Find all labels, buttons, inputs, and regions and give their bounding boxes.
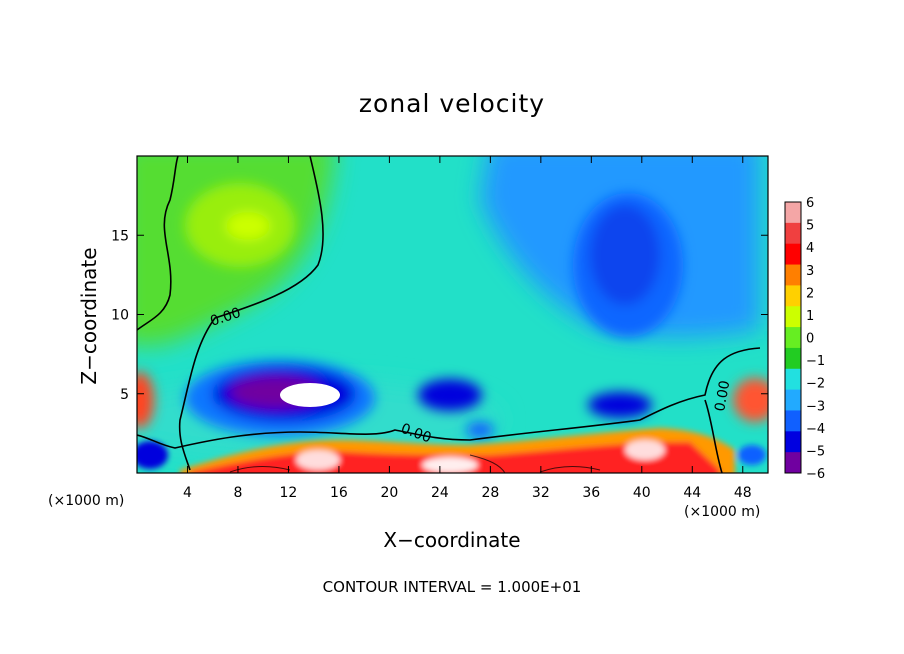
x-tick-label: 36 [582, 485, 600, 501]
x-tick-label: 24 [431, 485, 449, 501]
colorbar-level-label: 4 [806, 241, 814, 256]
x-unit-left: (×1000 m) [48, 493, 124, 509]
colorbar-swatch [785, 368, 801, 391]
colorbar-frame [784, 201, 802, 474]
x-tick-label: 48 [734, 485, 752, 501]
colorbar-swatch [785, 202, 801, 224]
colorbar-swatch [785, 222, 801, 245]
edge-positive-east [733, 378, 768, 422]
colorbar-level-label: 6 [806, 196, 814, 211]
zero-contour-green-core [178, 156, 324, 471]
colorbar-swatch [785, 431, 801, 453]
colorbar: 6 5 4 3 2 1 0 −1 −2 −3 −4 −5 −6 [784, 196, 825, 482]
y-ticks: 5 10 15 [111, 228, 768, 403]
colorbar-swatch [785, 285, 801, 307]
surface-white-patch-3 [625, 440, 665, 460]
colorbar-level-label: 1 [806, 309, 814, 324]
x-tick-label: 28 [481, 485, 499, 501]
contour-interval-note: CONTOUR INTERVAL = 1.000E+01 [323, 578, 582, 596]
jet-core-negative-lower-center-2 [466, 422, 494, 438]
colorbar-swatch [785, 243, 801, 266]
colorbar-swatch [785, 410, 801, 432]
x-tick-label: 32 [532, 485, 550, 501]
x-axis-label: X−coordinate [383, 528, 520, 552]
x-ticks: 4 8 12 16 20 24 28 32 36 40 44 48 [183, 156, 752, 501]
plot-area [137, 156, 768, 473]
y-tick-label: 10 [111, 308, 129, 324]
colorbar-level-label: −5 [806, 444, 825, 459]
x-tick-label: 12 [280, 485, 298, 501]
colorbar-level-label: −1 [806, 354, 825, 369]
zero-contour-east [704, 399, 723, 473]
colorbar-level-label: −2 [806, 377, 825, 392]
edge-positive-west [137, 372, 154, 428]
surface-white-patch-1 [296, 450, 340, 470]
y-tick-label: 15 [111, 228, 129, 244]
zero-contour-west [137, 156, 179, 331]
contour-surface-2 [469, 454, 506, 473]
colorbar-level-label: 5 [806, 219, 814, 234]
zero-contour-lower [137, 347, 761, 449]
jet-core-negative-lower-center [418, 379, 482, 411]
contour-surface-3 [539, 466, 601, 473]
colorbar-swatch [785, 327, 801, 349]
saturation-white-core [280, 383, 340, 407]
x-tick-label: 16 [330, 485, 348, 501]
colorbar-swatch [785, 452, 801, 474]
x-tick-label: 40 [633, 485, 651, 501]
x-unit-right: (×1000 m) [684, 504, 760, 520]
contour-surface-1 [229, 466, 291, 473]
surface-blue-east [738, 445, 766, 465]
colorbar-level-label: −4 [806, 422, 825, 437]
jet-core-positive-upper-inner [226, 212, 270, 240]
x-tick-label: 4 [183, 485, 192, 501]
colorbar-swatch [785, 347, 801, 370]
jet-core-negative-upper-inner [590, 205, 660, 305]
colorbar-level-label: −6 [806, 467, 825, 482]
colorbar-level-label: 0 [806, 332, 814, 347]
chart-title: zonal velocity [359, 89, 545, 118]
y-tick-label: 5 [120, 387, 129, 403]
surface-blue-west [137, 441, 168, 469]
colorbar-level-label: −3 [806, 399, 825, 414]
colorbar-swatch [785, 389, 801, 411]
y-axis-label: Z−coordinate [77, 247, 101, 384]
contour-label-3: 0.00 [712, 379, 733, 412]
colorbar-swatch [785, 264, 801, 286]
surface-white-patch-2 [422, 457, 478, 473]
x-tick-label: 44 [683, 485, 701, 501]
colorbar-swatch [785, 306, 801, 328]
colorbar-level-label: 2 [806, 286, 814, 301]
x-tick-label: 20 [380, 485, 398, 501]
x-tick-label: 8 [233, 485, 242, 501]
colorbar-level-label: 3 [806, 264, 814, 279]
jet-core-negative-lower-east [588, 392, 652, 418]
